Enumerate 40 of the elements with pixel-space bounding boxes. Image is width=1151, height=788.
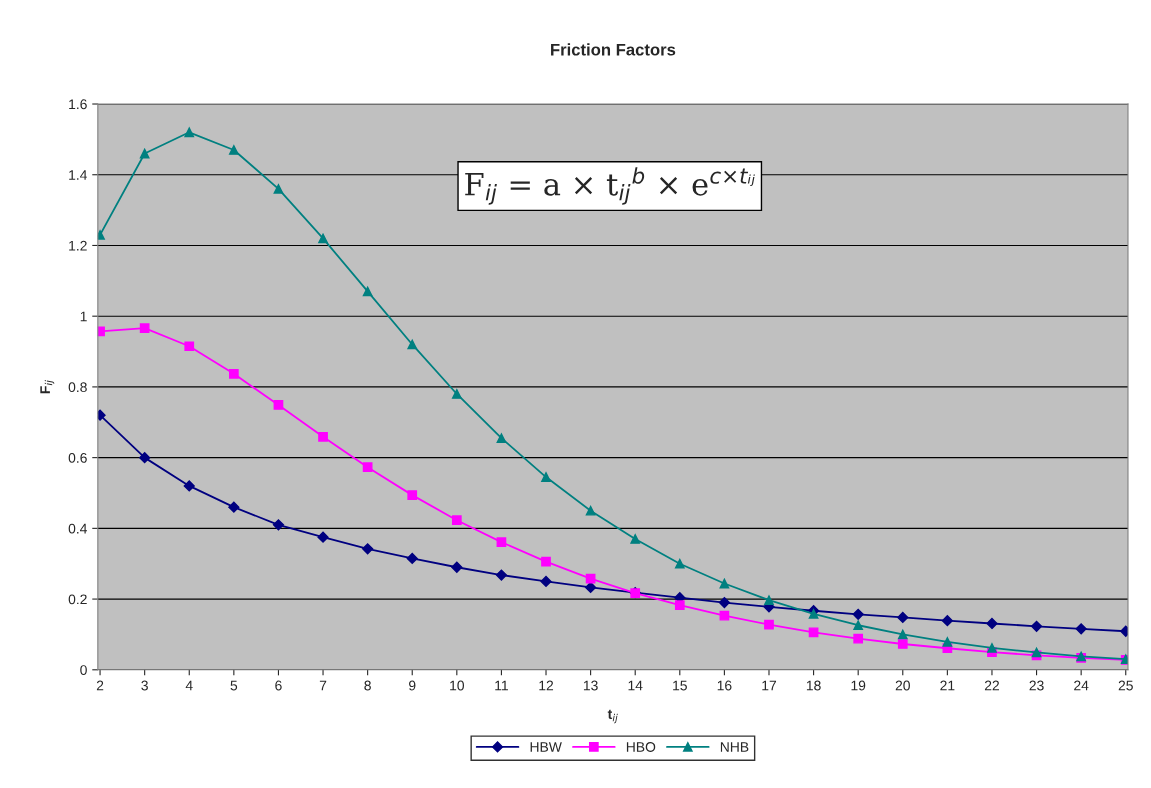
- x-tick-label: 16: [717, 680, 732, 691]
- x-tick-label: 24: [1074, 680, 1089, 691]
- x-tick-label: 4: [185, 680, 193, 691]
- chart-title: Friction Factors: [551, 43, 676, 56]
- x-tick-label: 15: [673, 680, 687, 691]
- x-tick-label: 25: [1118, 680, 1133, 691]
- x-tick-label: 18: [806, 680, 821, 691]
- x-tick-label: 20: [895, 680, 910, 691]
- x-tick-label: 8: [364, 680, 371, 691]
- x-tick-label: 13: [583, 680, 598, 691]
- legend-label: NHB: [720, 742, 749, 752]
- legend-label: HBO: [626, 742, 656, 752]
- y-tick-label: 0.6: [68, 452, 87, 463]
- x-tick-label: 12: [539, 680, 554, 691]
- y-tick-label: 0: [80, 665, 87, 675]
- y-tick-label: 1.4: [69, 170, 88, 180]
- x-tick-label: 19: [851, 680, 866, 691]
- y-tick-label: 1.6: [69, 99, 87, 110]
- x-tick-label: 6: [275, 680, 282, 691]
- x-tick-label: 5: [230, 680, 238, 691]
- x-tick-label: 22: [984, 680, 999, 691]
- annotation: F$_{ij}$ = a × t$_{ij}$$^{b}$ × e$^{c×tᵢⱼ}$: [465, 167, 755, 205]
- x-tick-label: 3: [141, 680, 148, 691]
- x-tick-label: 9: [409, 680, 416, 691]
- legend-label: HBW: [530, 742, 562, 752]
- y-tick-label: 0.8: [68, 382, 87, 393]
- x-tick-label: 11: [495, 680, 508, 691]
- y-tick-label: 1: [80, 311, 87, 322]
- x-tick-label: 2: [96, 680, 104, 691]
- x-tick-label: 23: [1029, 680, 1044, 691]
- x-tick-label: 21: [940, 680, 955, 691]
- x-tick-label: 14: [628, 680, 643, 691]
- y-tick-label: 1.2: [69, 240, 87, 251]
- x-tick-label: 7: [319, 680, 327, 691]
- y-tick-label: 0.2: [68, 594, 87, 605]
- x-tick-label: 10: [450, 680, 465, 691]
- x-axis-title: t$_{ij}$: [607, 709, 618, 724]
- x-tick-label: 17: [762, 680, 777, 691]
- y-axis-title: F$_{ij}$: [40, 380, 55, 394]
- y-tick-label: 0.4: [68, 523, 88, 534]
